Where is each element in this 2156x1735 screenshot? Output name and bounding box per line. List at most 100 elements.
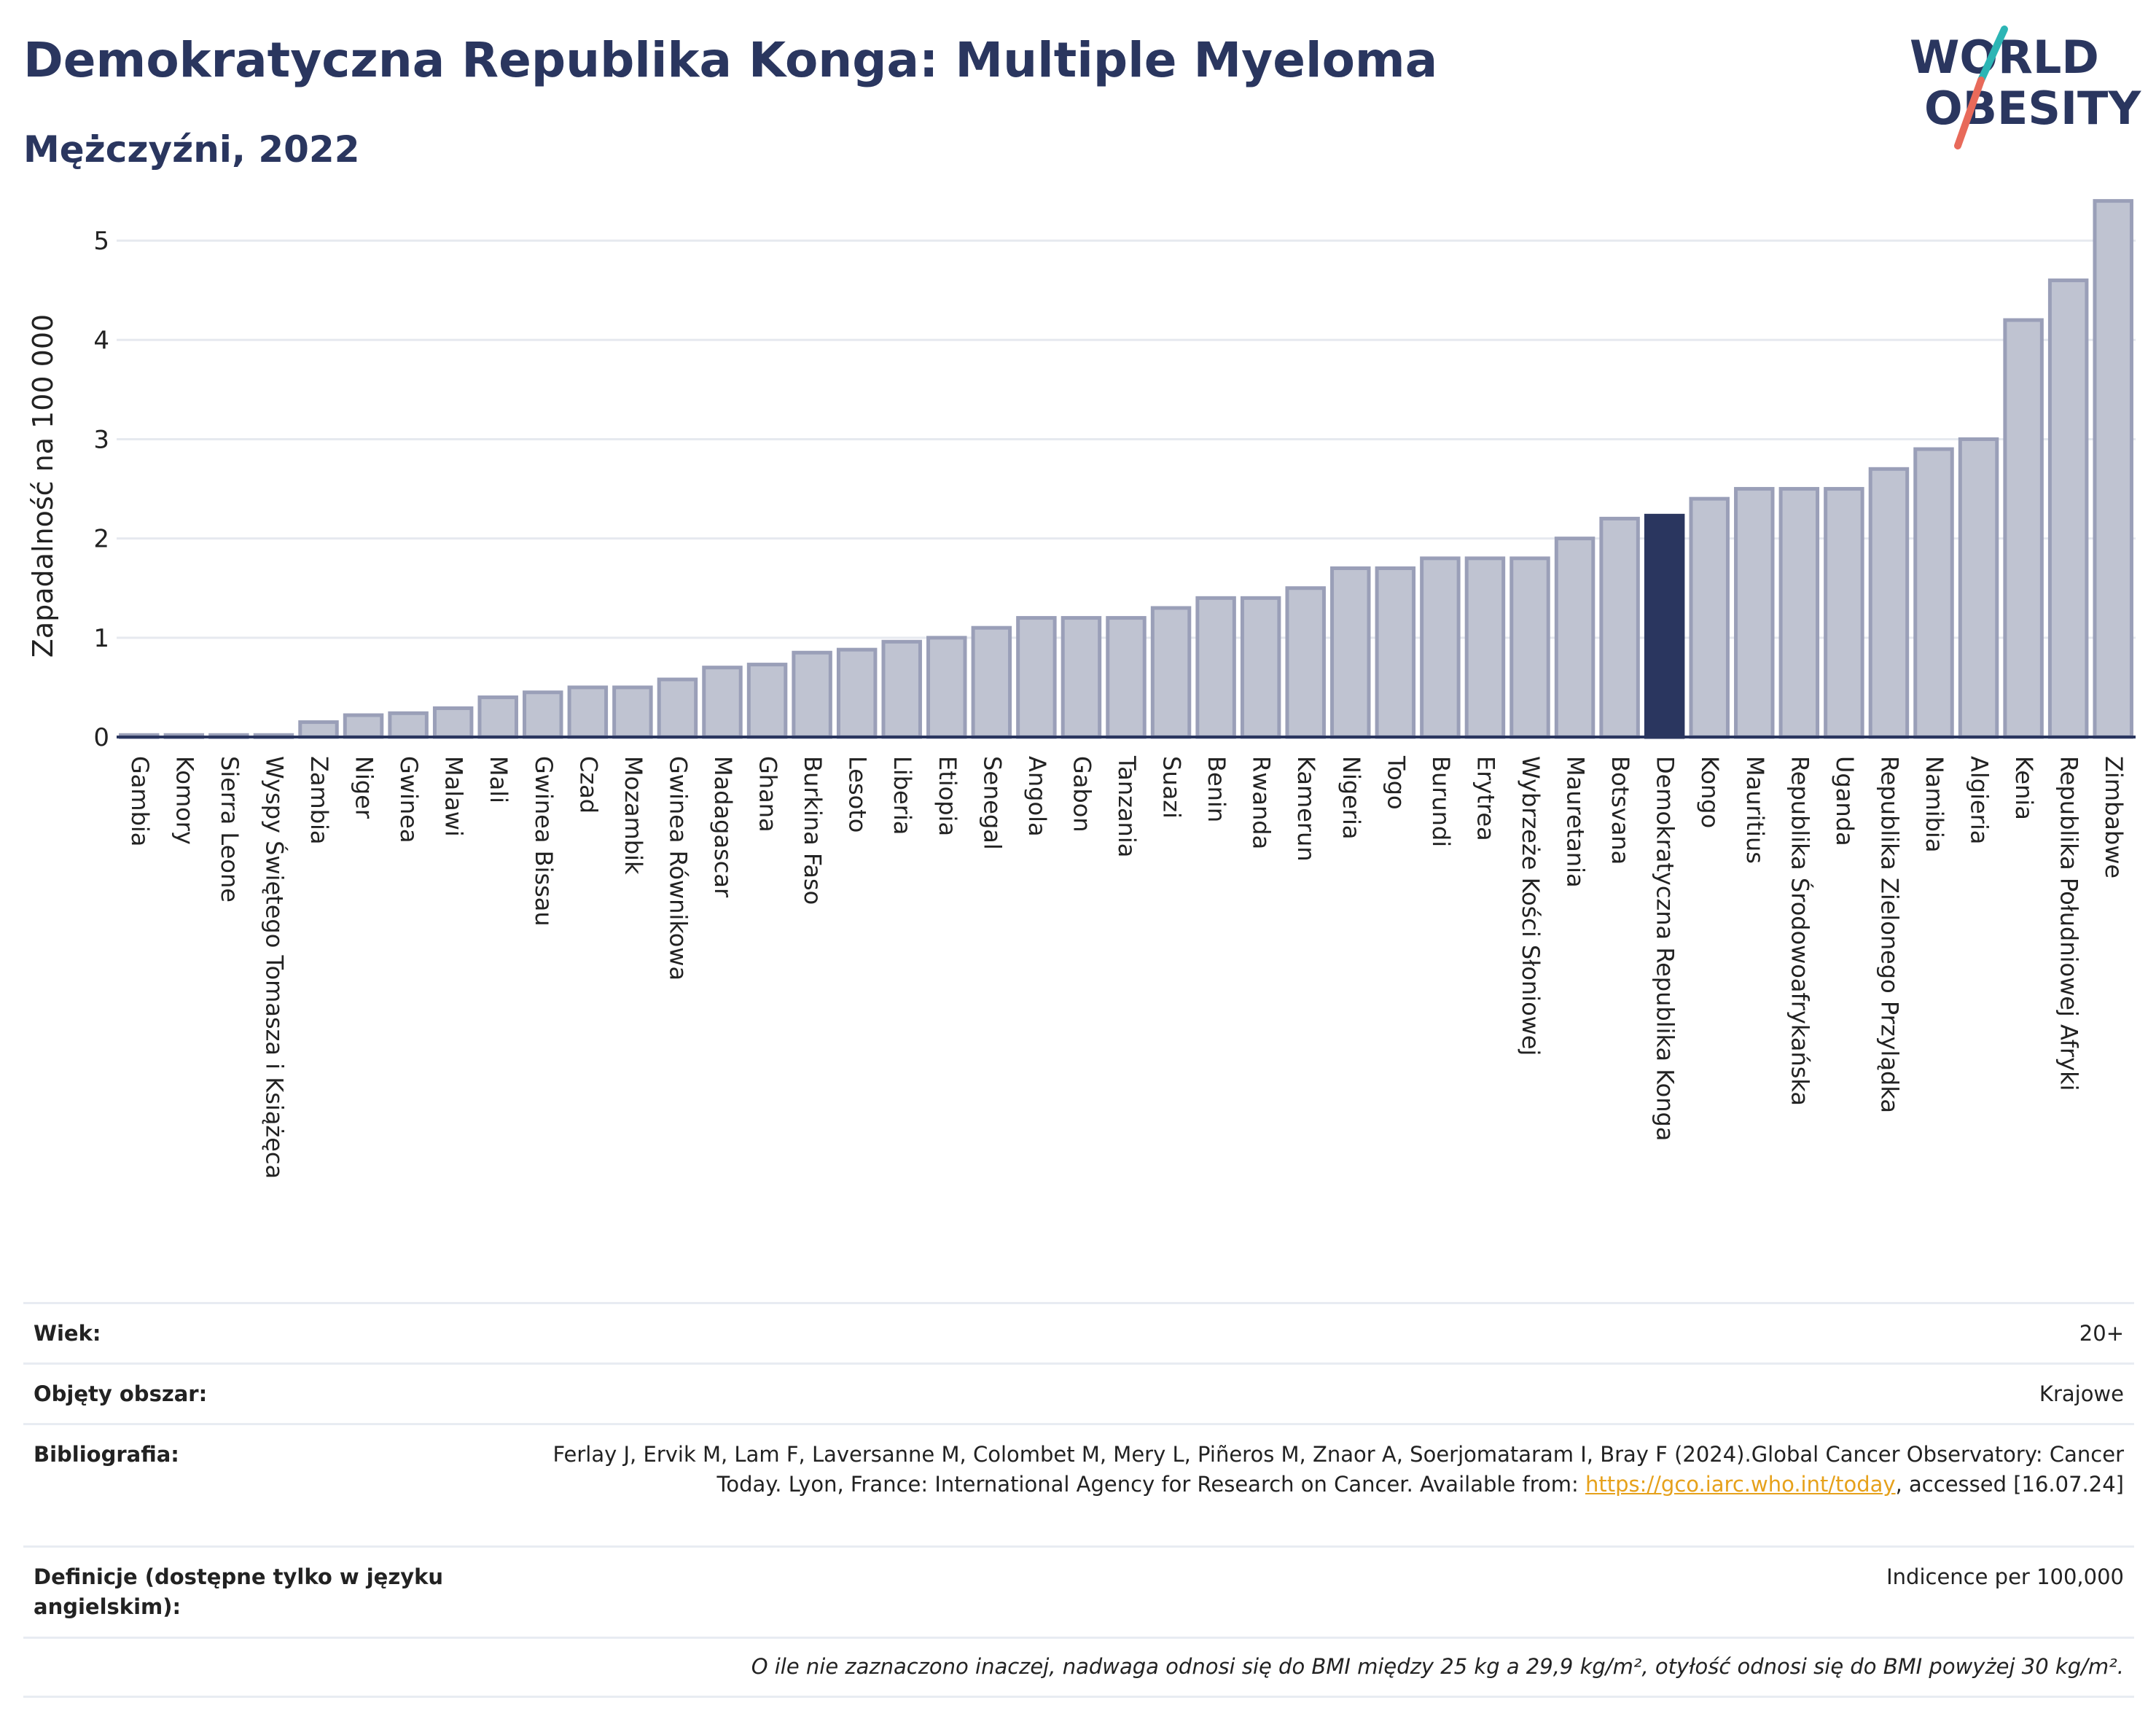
bar-angola[interactable] [1016, 616, 1057, 739]
bar-zimbabwe[interactable] [2093, 199, 2133, 739]
bar-gabon[interactable] [1061, 616, 1102, 739]
bar-burundi[interactable] [1420, 556, 1461, 739]
bar-mali[interactable] [477, 695, 518, 739]
info-row-coverage: Objęty obszar: Krajowe [23, 1362, 2134, 1423]
x-tick-label: Rwanda [1248, 756, 1276, 849]
bar-mauretania[interactable] [1554, 537, 1595, 739]
bar-demokratyczna-republika-konga[interactable] [1644, 513, 1685, 739]
bar-ghana[interactable] [746, 663, 788, 739]
x-tick-label: Gwinea Bissau [530, 756, 558, 927]
bibliography-link[interactable]: https://gco.iarc.who.int/today [1585, 1472, 1896, 1497]
x-tick-label: Kenia [2010, 756, 2038, 820]
chart-title: Demokratyczna Republika Konga: Multiple … [23, 32, 1438, 88]
chart-subtitle: Mężczyźni, 2022 [23, 128, 360, 171]
bar-niger[interactable] [343, 713, 384, 739]
bar-togo[interactable] [1375, 566, 1416, 739]
bar-czad[interactable] [567, 685, 609, 739]
bar-mozambik[interactable] [612, 685, 653, 739]
x-tick-label: Mauretania [1562, 756, 1590, 888]
bar-mauritius[interactable] [1734, 487, 1775, 739]
x-axis-labels: Gambia Komory Sierra Leone Wyspy Świętego T… [126, 755, 2128, 1179]
bar-etiopia[interactable] [926, 636, 967, 739]
y-tick-label: 1 [93, 624, 109, 653]
bar-wybrzeże-kości-słoniowej[interactable] [1509, 556, 1550, 739]
info-row-definitions: Definicje (dostępne tylko w języku angie… [23, 1545, 2134, 1637]
y-tick-label: 2 [93, 525, 109, 554]
bar-republika-środowoafrykańska[interactable] [1778, 487, 1820, 739]
x-tick-label: Senegal [978, 756, 1006, 850]
bar-suazi[interactable] [1150, 606, 1192, 739]
x-tick-label: Wybrzeże Kości Słoniowej [1517, 756, 1544, 1056]
bar-namibia[interactable] [1913, 447, 1954, 739]
bar-nigeria[interactable] [1330, 566, 1371, 739]
bibliography-value: Ferlay J, Ervik M, Lam F, Laversanne M, … [485, 1440, 2124, 1500]
x-tick-label: Gabon [1068, 756, 1095, 833]
bar-madagascar[interactable] [702, 666, 743, 739]
bar-benin[interactable] [1195, 596, 1236, 739]
x-tick-label: Algieria [1966, 756, 1993, 844]
bar-chart: 0 1 2 3 4 5 Gambia Komory Sierra Leone Wyspy Świ… [27, 199, 2136, 1179]
x-tick-label: Angola [1023, 756, 1051, 837]
x-tick-label: Malawi [440, 756, 468, 837]
bmi-note: O ile nie zaznaczono inaczej, nadwaga od… [751, 1654, 2124, 1679]
x-tick-label: Burkina Faso [799, 756, 827, 905]
logo-line1: WORLD [1910, 31, 2099, 84]
bar-gwinea-bissau[interactable] [523, 690, 563, 739]
x-tick-label: Burundi [1427, 756, 1455, 847]
bar-zambia[interactable] [298, 720, 339, 739]
x-tick-label: Madagascar [709, 756, 737, 898]
bar-erytrea[interactable] [1464, 556, 1506, 739]
x-tick-label: Zimbabwe [2100, 756, 2128, 878]
bar-republika-zielonego-przylądka[interactable] [1868, 467, 1910, 739]
y-tick-label: 4 [93, 326, 109, 355]
bar-senegal[interactable] [971, 625, 1012, 739]
world-obesity-logo: WORLD OBESITY [1910, 26, 2141, 149]
bar-lesoto[interactable] [836, 647, 878, 739]
info-row-age: Wiek: 20+ [23, 1302, 2134, 1362]
logo-slash-top [1977, 26, 2008, 84]
bar-botsvana[interactable] [1599, 516, 1640, 739]
logo-line2: OBESITY [1924, 82, 2141, 135]
bar-kamerun[interactable] [1285, 586, 1326, 739]
y-tick-label: 3 [93, 425, 109, 454]
definitions-value: Indicence per 100,000 [1886, 1564, 2124, 1589]
x-tick-label: Etiopia [934, 756, 961, 836]
bar-rwanda[interactable] [1240, 596, 1281, 739]
x-tick-label: Suazi [1158, 756, 1186, 819]
x-tick-label: Gwinea Równikowa [664, 756, 692, 980]
logo-slash-bottom [1954, 77, 1985, 149]
info-table: Wiek: 20+ Objęty obszar: Krajowe Bibliog… [23, 1302, 2134, 1698]
bar-uganda[interactable] [1824, 487, 1864, 739]
y-tick-label: 5 [93, 227, 109, 256]
x-tick-label: Benin [1203, 756, 1230, 822]
info-row-note: O ile nie zaznaczono inaczej, nadwaga od… [23, 1637, 2134, 1698]
x-tick-label: Demokratyczna Republika Konga [1652, 756, 1679, 1141]
bibliography-accessed: , accessed [16.07.24] [1895, 1472, 2124, 1497]
x-tick-label: Liberia [888, 756, 916, 835]
x-tick-label: Mozambik [620, 756, 647, 875]
age-value: 20+ [2079, 1321, 2124, 1346]
bar-gwinea-równikowa[interactable] [657, 677, 698, 739]
x-tick-label: Republika Zielonego Przylądka [1875, 756, 1903, 1113]
bar-kongo[interactable] [1689, 496, 1730, 739]
y-tick-label: 0 [93, 723, 109, 752]
x-tick-label: Kamerun [1292, 756, 1320, 862]
y-axis-ticks: 0 1 2 3 4 5 [93, 227, 109, 752]
coverage-value: Krajowe [2039, 1381, 2124, 1406]
x-tick-label: Botsvana [1606, 756, 1634, 865]
bar-algieria[interactable] [1958, 437, 1999, 739]
bar-gwinea[interactable] [388, 711, 429, 739]
y-axis-label: Zapadalność na 100 000 [27, 314, 59, 658]
bar-tanzania[interactable] [1106, 616, 1147, 739]
age-label: Wiek: [34, 1321, 101, 1346]
bar-malawi[interactable] [432, 706, 474, 739]
x-tick-label: Ghana [754, 756, 782, 833]
bar-burkina-faso[interactable] [792, 650, 832, 739]
definitions-label: Definicje (dostępne tylko w języku angie… [34, 1564, 444, 1619]
x-tick-label: Czad [574, 756, 602, 814]
bar-liberia[interactable] [881, 639, 922, 739]
bar-republika-południowej-afryki[interactable] [2047, 278, 2089, 739]
x-tick-label: Lesoto [844, 756, 872, 833]
x-tick-label: Tanzania [1113, 755, 1141, 857]
bar-kenia[interactable] [2003, 318, 2044, 739]
